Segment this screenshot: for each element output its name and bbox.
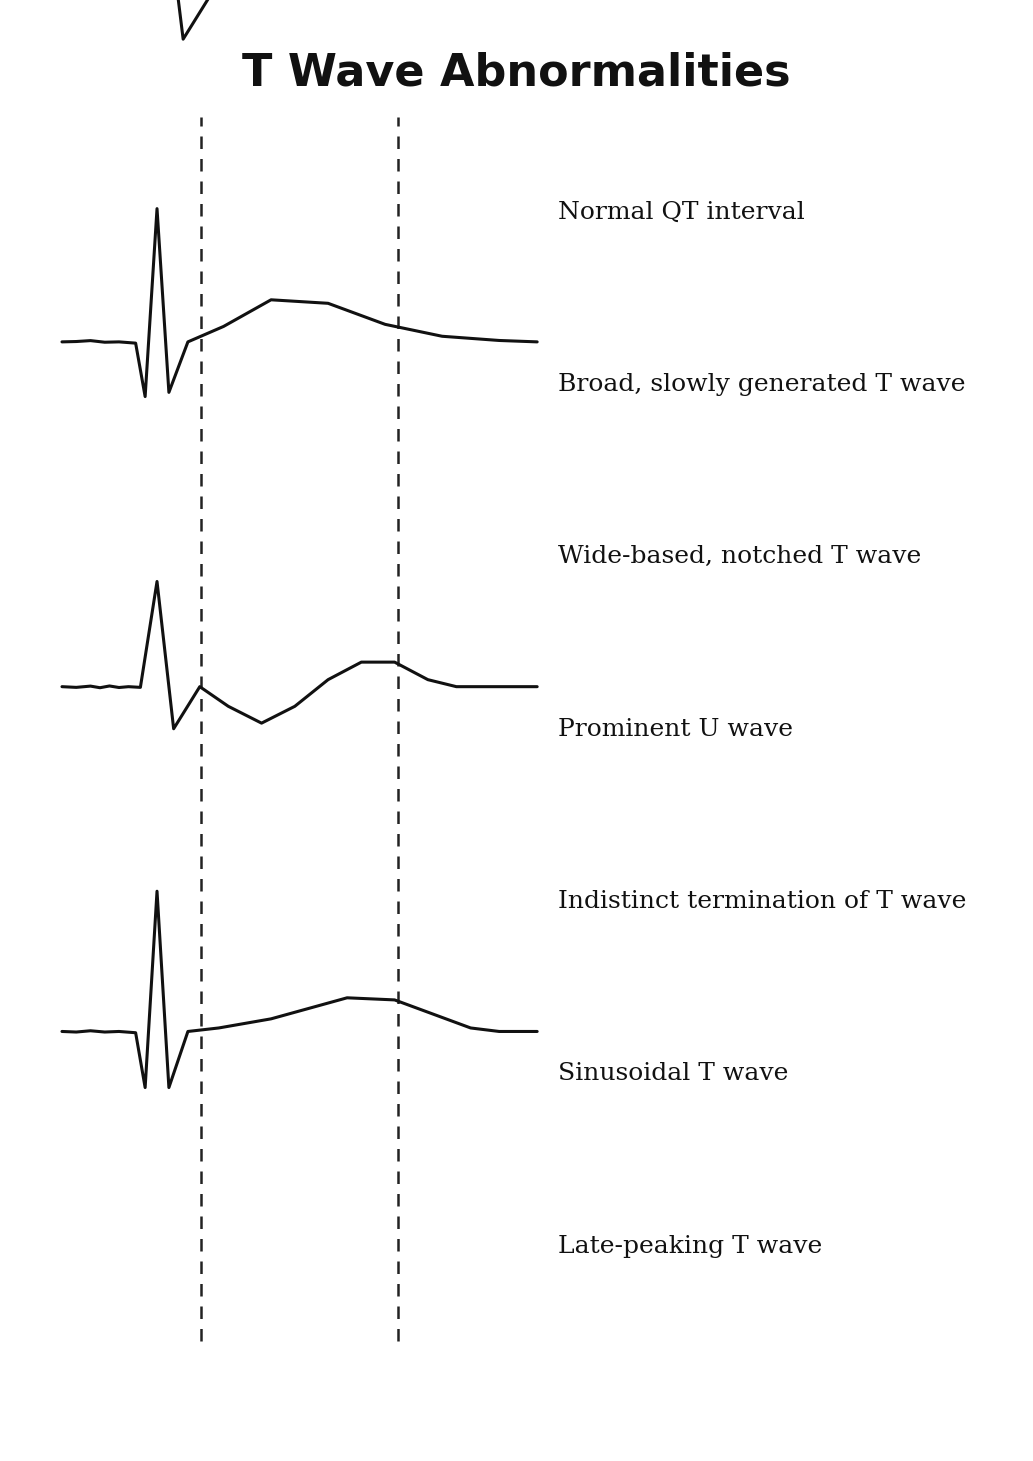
Text: Sinusoidal T wave: Sinusoidal T wave — [558, 1062, 788, 1086]
Text: T Wave Abnormalities: T Wave Abnormalities — [242, 51, 791, 94]
Text: Indistinct termination of T wave: Indistinct termination of T wave — [558, 890, 966, 913]
Text: Wide-based, notched T wave: Wide-based, notched T wave — [558, 545, 921, 568]
Text: Broad, slowly generated T wave: Broad, slowly generated T wave — [558, 373, 965, 396]
Text: Normal QT interval: Normal QT interval — [558, 200, 805, 224]
Text: Prominent U wave: Prominent U wave — [558, 717, 792, 741]
Text: Late-peaking T wave: Late-peaking T wave — [558, 1235, 822, 1258]
